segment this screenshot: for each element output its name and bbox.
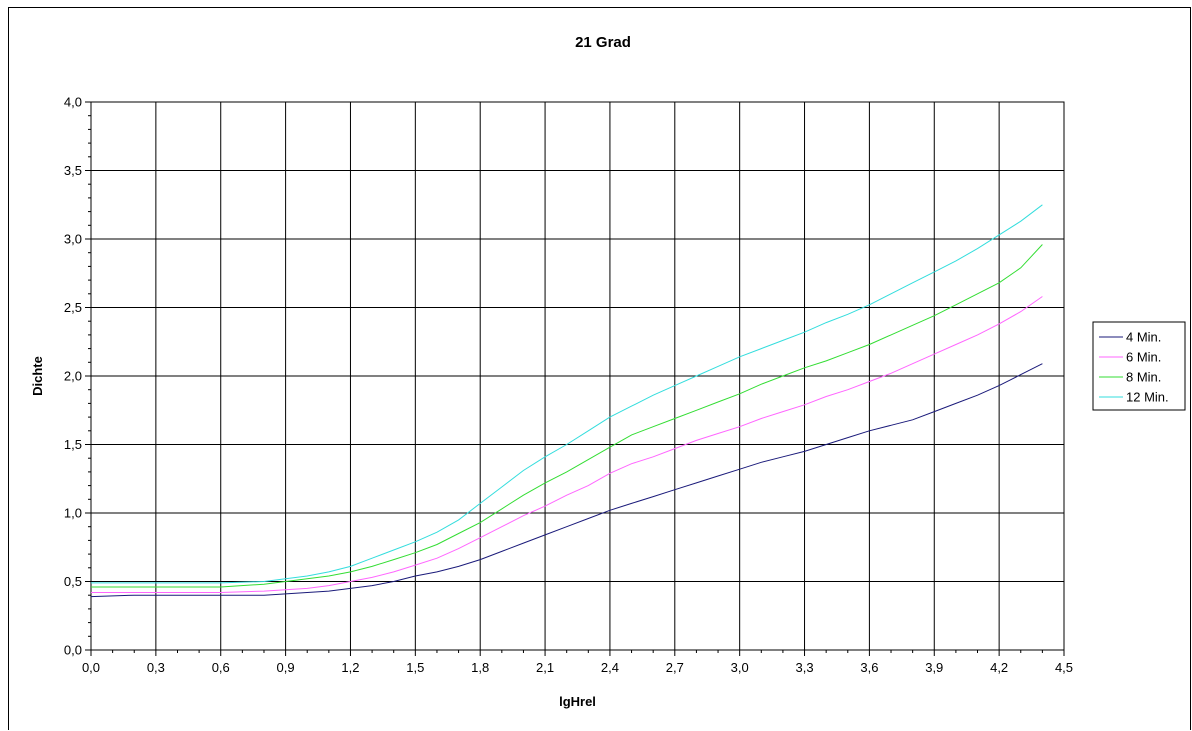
x-tick-label: 3,9 xyxy=(925,660,943,675)
y-tick-label: 4,0 xyxy=(64,95,82,110)
grid xyxy=(91,102,1064,650)
y-tick-label: 0,0 xyxy=(64,643,82,658)
series-lines xyxy=(90,204,1043,598)
series-line-2 xyxy=(91,296,1043,593)
y-tick-label: 2,5 xyxy=(64,300,82,315)
legend-label: 12 Min. xyxy=(1126,390,1169,405)
y-tick-label: 3,5 xyxy=(64,163,82,178)
y-tick-label: 1,0 xyxy=(64,506,82,521)
y-tick-label: 3,0 xyxy=(64,232,82,247)
chart-title: 21 Grad xyxy=(575,34,631,51)
x-tick-label: 2,7 xyxy=(666,660,684,675)
x-tick-label: 4,2 xyxy=(990,660,1008,675)
x-tick-label: 2,4 xyxy=(601,660,619,675)
series-line-3 xyxy=(91,244,1043,588)
x-tick-label: 2,1 xyxy=(536,660,554,675)
y-tick-label: 0,5 xyxy=(64,574,82,589)
legend: 4 Min. 6 Min. 8 Min. 12 Min. xyxy=(1092,321,1186,411)
x-tick-label: 3,0 xyxy=(731,660,749,675)
x-tick-label: 1,2 xyxy=(341,660,359,675)
series-line-1 xyxy=(90,363,1043,598)
x-tick-label: 0,9 xyxy=(277,660,295,675)
axes: 0,0 0,3 0,6 0,9 1,2 1,5 1,8 2,1 2,4 2,7 3,0 3,3 3,6 3… xyxy=(64,95,1073,676)
legend-label: 4 Min. xyxy=(1126,330,1161,345)
y-tick-label: 2,0 xyxy=(64,369,82,384)
legend-label: 6 Min. xyxy=(1126,350,1161,365)
legend-label: 8 Min. xyxy=(1126,370,1161,385)
x-axis-title: lgHrel xyxy=(559,694,596,709)
x-tick-label: 3,6 xyxy=(860,660,878,675)
x-tick-label: 0,6 xyxy=(212,660,230,675)
y-tick-label: 1,5 xyxy=(64,437,82,452)
x-tick-label: 0,0 xyxy=(82,660,100,675)
legend-items: 4 Min. 6 Min. 8 Min. 12 Min. xyxy=(1099,330,1169,405)
x-tick-label: 4,5 xyxy=(1055,660,1073,675)
x-tick-label: 1,8 xyxy=(471,660,489,675)
x-tick-label: 1,5 xyxy=(406,660,424,675)
chart-frame xyxy=(8,7,1191,730)
x-tick-label: 0,3 xyxy=(147,660,165,675)
series-line-4 xyxy=(91,204,1043,584)
y-axis-title: Dichte xyxy=(30,356,45,396)
x-tick-label: 3,3 xyxy=(795,660,813,675)
